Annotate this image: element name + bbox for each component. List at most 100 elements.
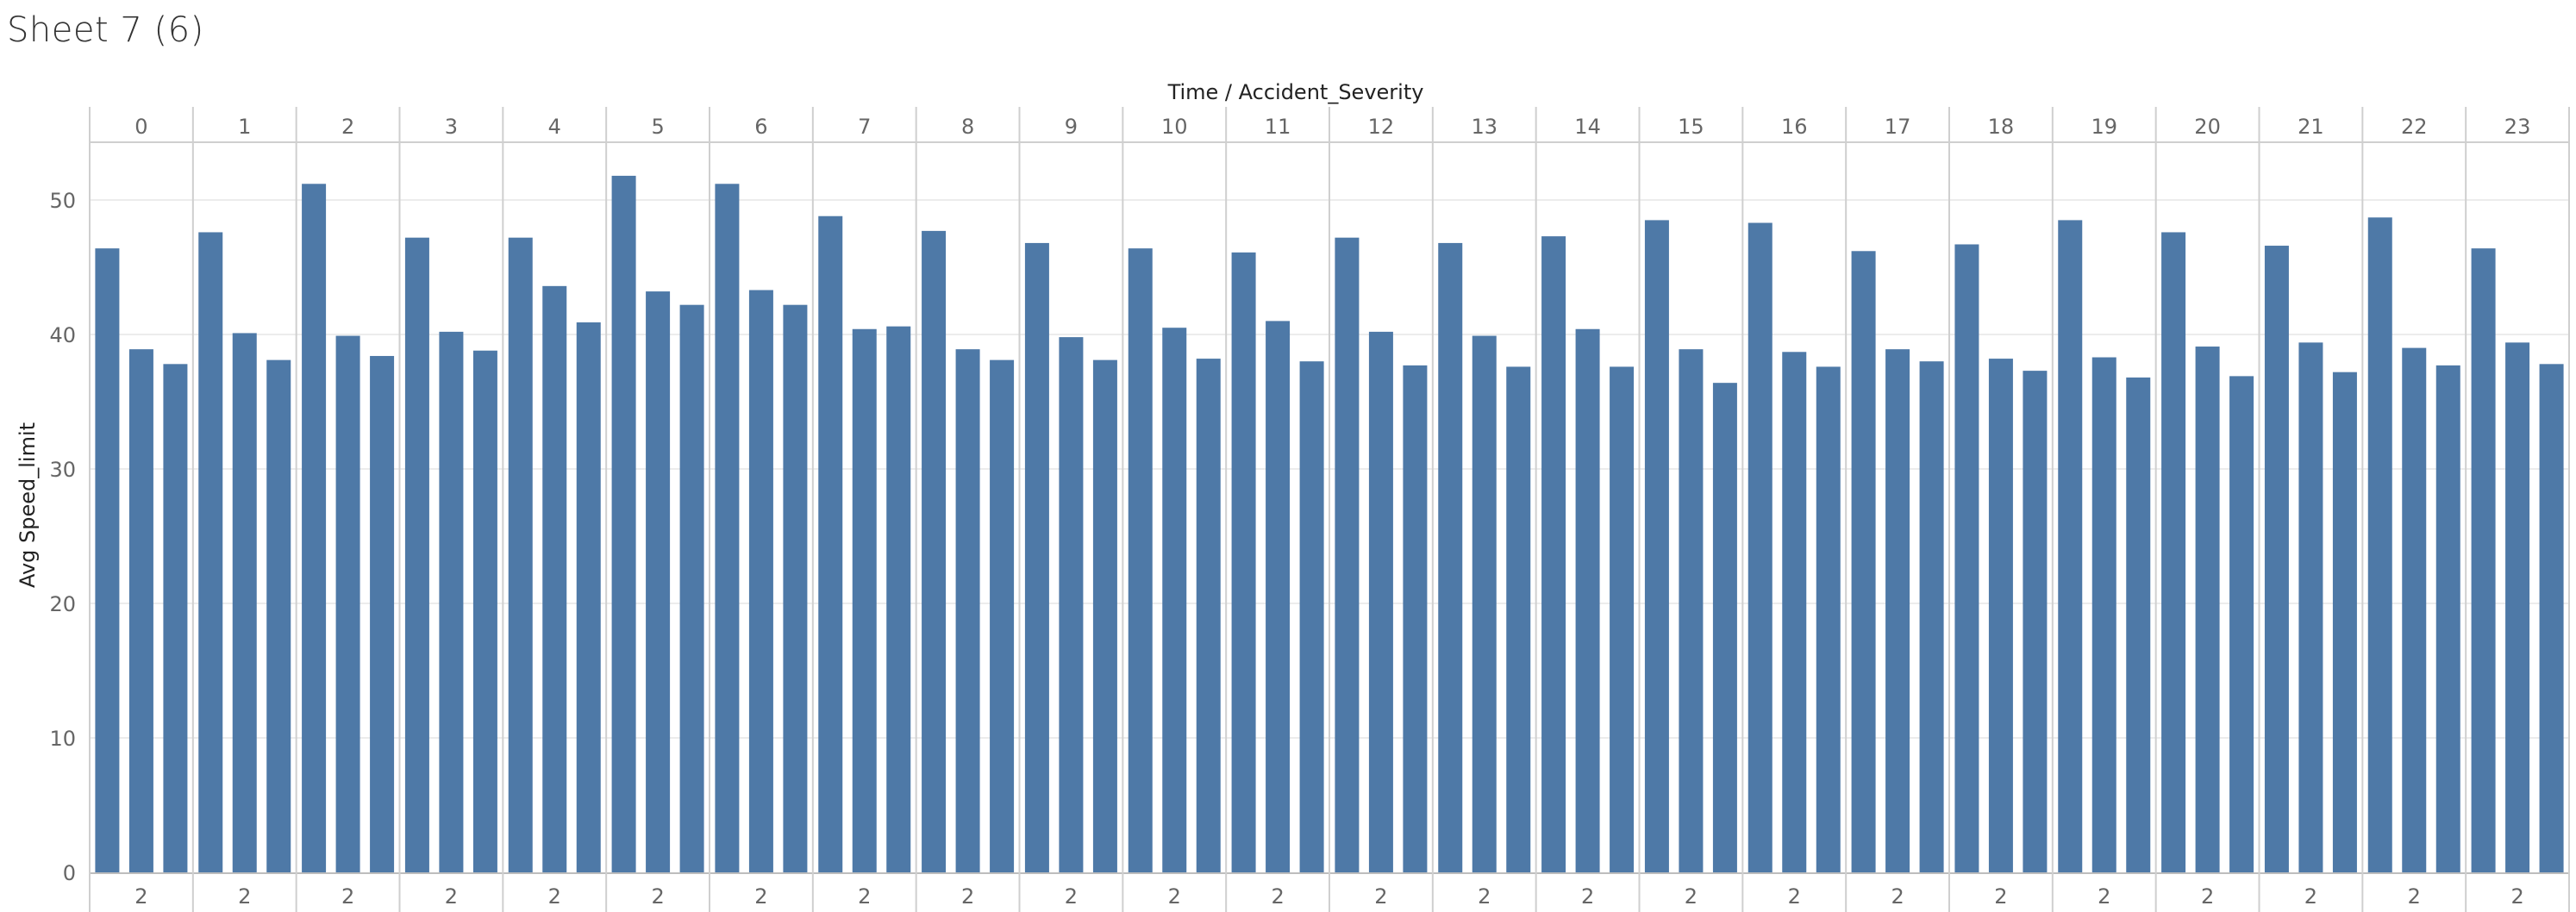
bar [302,184,327,872]
bar [2471,248,2496,872]
time-header-label: 10 [1161,115,1188,139]
bar [2332,372,2357,872]
bar [1196,359,1221,873]
time-header-label: 17 [1885,115,1911,139]
chart-title: Time / Accident_Severity [1167,80,1424,104]
time-header-label: 13 [1471,115,1497,139]
bar [576,322,601,873]
time-header-label: 19 [2091,115,2117,139]
severity-label: 2 [1891,884,1904,909]
bar [955,349,980,872]
bar [266,359,291,872]
bar [679,304,704,872]
bar [128,349,153,872]
severity-label: 2 [238,884,251,909]
bar [852,328,877,872]
bar [1644,220,1669,872]
bar [1712,383,1737,872]
time-header-label: 7 [858,115,871,139]
bar [95,248,120,872]
severity-label: 2 [1374,884,1387,909]
bar [542,285,567,873]
time-header-label: 18 [1988,115,2015,139]
y-tick-label: 20 [49,592,76,616]
bar [1885,349,1910,872]
bar [2091,357,2116,872]
bar [1266,321,1291,872]
bar [1954,244,1979,873]
bar [1748,222,1773,872]
bar [990,359,1015,872]
time-header-label: 3 [445,115,458,139]
bar [2539,364,2564,872]
bar [2195,347,2220,872]
bar [1403,365,1428,872]
panel-dividers [89,107,2570,912]
bar [1299,361,1324,872]
severity-label: 2 [341,884,354,909]
bar [1919,361,1944,872]
time-header-label: 16 [1781,115,1808,139]
bar [1575,328,1600,872]
severity-label: 2 [548,884,561,909]
bar [2505,342,2530,872]
bar [2435,365,2460,872]
bar [1024,242,1049,872]
time-header-label: 14 [1574,115,1601,139]
bar [886,326,911,872]
time-header-label: 11 [1265,115,1291,139]
severity-label: 2 [1065,884,1078,909]
time-header-label: 8 [961,115,974,139]
time-header-label: 9 [1065,115,1078,139]
bar [748,290,773,872]
severity-label: 2 [2098,884,2110,909]
severity-label: 2 [1788,884,1801,909]
severity-label: 2 [2201,884,2214,909]
bar [1506,366,1531,872]
bar [163,364,188,872]
bar [1438,242,1463,872]
time-header-label: 22 [2401,115,2428,139]
bar [611,175,636,873]
time-header-label: 4 [548,115,561,139]
time-header-label: 20 [2194,115,2221,139]
time-header-label: 0 [134,115,147,139]
time-header-label: 21 [2298,115,2324,139]
bar [818,216,843,873]
bar [1231,252,1256,873]
bar [922,230,947,872]
bar [1610,366,1635,872]
bar [2058,220,2083,872]
severity-label: 2 [754,884,767,909]
bar [1162,328,1187,872]
bar [2229,376,2254,872]
sheet-title: Sheet 7 (6) [7,10,204,50]
bar [2161,232,2186,872]
y-axis-title: Avg Speed_limit [16,422,40,588]
bar [404,237,429,872]
bar [439,331,464,872]
y-tick-label: 50 [49,189,76,213]
severity-label: 2 [134,884,147,909]
bar [1092,359,1117,872]
bar [646,291,671,873]
bar [1368,331,1393,872]
time-header-label: 12 [1368,115,1395,139]
severity-label: 2 [961,884,974,909]
bar [1128,248,1153,872]
y-tick-label: 30 [49,458,76,482]
bar [335,335,360,872]
bar [2367,217,2392,872]
bar-layer [95,175,2564,873]
y-tick-label: 10 [49,727,76,751]
severity-label: 2 [445,884,458,909]
severity-label: 2 [2510,884,2523,909]
severity-label: 2 [2304,884,2317,909]
bar [370,355,395,873]
bar [232,333,257,872]
bar [472,350,497,873]
severity-label: 2 [1685,884,1698,909]
time-header-label: 6 [754,115,767,139]
severity-label: 2 [651,884,664,909]
